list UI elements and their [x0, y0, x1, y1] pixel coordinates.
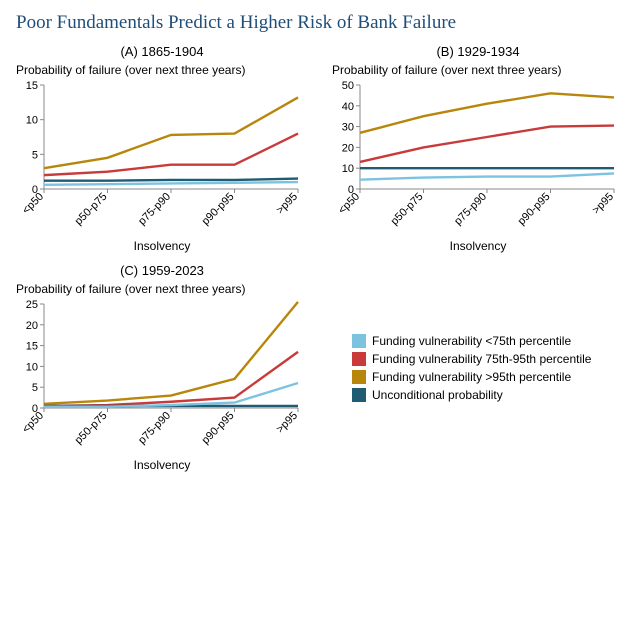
- legend-swatch: [352, 334, 366, 348]
- legend-label: Funding vulnerability <75th percentile: [372, 334, 571, 348]
- x-tick-label: p75-p90: [452, 191, 489, 228]
- chart-B: 01020304050<p50p50-p75p75-p90p90-p95>p95: [332, 79, 620, 237]
- series-fv_75_95: [44, 134, 298, 176]
- y-axis-label: Probability of failure (over next three …: [16, 282, 308, 296]
- y-tick-label: 10: [26, 361, 38, 373]
- x-tick-label: p90-p95: [200, 191, 237, 228]
- y-tick-label: 15: [26, 80, 38, 92]
- panel-title: (A) 1865-1904: [16, 44, 308, 59]
- page-title: Poor Fundamentals Predict a Higher Risk …: [16, 12, 624, 34]
- x-axis-label: Insolvency: [332, 239, 624, 253]
- y-tick-label: 10: [342, 163, 354, 175]
- y-tick-label: 30: [342, 122, 354, 134]
- panel-c: (C) 1959-2023 Probability of failure (ove…: [16, 263, 308, 472]
- series-uncond: [44, 179, 298, 181]
- x-tick-label: <p50: [336, 191, 362, 217]
- legend-item-fv_lt75: Funding vulnerability <75th percentile: [352, 334, 624, 348]
- y-axis-label: Probability of failure (over next three …: [16, 63, 308, 77]
- x-tick-label: p50-p75: [73, 410, 110, 447]
- legend-label: Funding vulnerability 75th-95th percenti…: [372, 352, 591, 366]
- legend-swatch: [352, 388, 366, 402]
- y-tick-label: 20: [342, 142, 354, 154]
- x-tick-label: >p95: [590, 191, 616, 217]
- x-tick-label: <p50: [20, 410, 46, 436]
- y-tick-label: 10: [26, 115, 38, 127]
- x-tick-label: >p95: [274, 410, 300, 436]
- legend-item-fv_75_95: Funding vulnerability 75th-95th percenti…: [352, 352, 624, 366]
- x-axis-label: Insolvency: [16, 458, 308, 472]
- legend-swatch: [352, 352, 366, 366]
- panel-title: (C) 1959-2023: [16, 263, 308, 278]
- x-tick-label: p90-p95: [516, 191, 553, 228]
- x-tick-label: p90-p95: [200, 410, 237, 447]
- y-tick-label: 40: [342, 101, 354, 113]
- x-tick-label: p75-p90: [136, 191, 173, 228]
- y-tick-label: 5: [32, 149, 38, 161]
- legend-swatch: [352, 370, 366, 384]
- x-axis-label: Insolvency: [16, 239, 308, 253]
- y-tick-label: 20: [26, 320, 38, 332]
- y-tick-label: 25: [26, 299, 38, 311]
- series-fv_lt75: [44, 182, 298, 185]
- chart-A: 051015<p50p50-p75p75-p90p90-p95>p95: [16, 79, 304, 237]
- legend-item-fv_gt95: Funding vulnerability >95th percentile: [352, 370, 624, 384]
- y-axis-label: Probability of failure (over next three …: [332, 63, 624, 77]
- x-tick-label: <p50: [20, 191, 46, 217]
- x-tick-label: p50-p75: [389, 191, 426, 228]
- series-fv_gt95: [44, 302, 298, 404]
- legend: Funding vulnerability <75th percentile Fu…: [332, 263, 624, 472]
- y-tick-label: 50: [342, 80, 354, 92]
- legend-label: Funding vulnerability >95th percentile: [372, 370, 571, 384]
- panel-a: (A) 1865-1904 Probability of failure (ove…: [16, 44, 308, 253]
- y-tick-label: 5: [32, 382, 38, 394]
- panel-title: (B) 1929-1934: [332, 44, 624, 59]
- series-fv_75_95: [360, 126, 614, 162]
- panel-b: (B) 1929-1934 Probability of failure (ove…: [332, 44, 624, 253]
- y-tick-label: 15: [26, 341, 38, 353]
- x-tick-label: p75-p90: [136, 410, 173, 447]
- x-tick-label: p50-p75: [73, 191, 110, 228]
- chart-grid: (A) 1865-1904 Probability of failure (ove…: [16, 44, 624, 472]
- chart-C: 0510152025<p50p50-p75p75-p90p90-p95>p95: [16, 298, 304, 456]
- legend-item-uncond: Unconditional probability: [352, 388, 624, 402]
- series-fv_gt95: [44, 97, 298, 168]
- x-tick-label: >p95: [274, 191, 300, 217]
- series-fv_75_95: [44, 352, 298, 406]
- legend-label: Unconditional probability: [372, 388, 503, 402]
- series-fv_lt75: [360, 173, 614, 179]
